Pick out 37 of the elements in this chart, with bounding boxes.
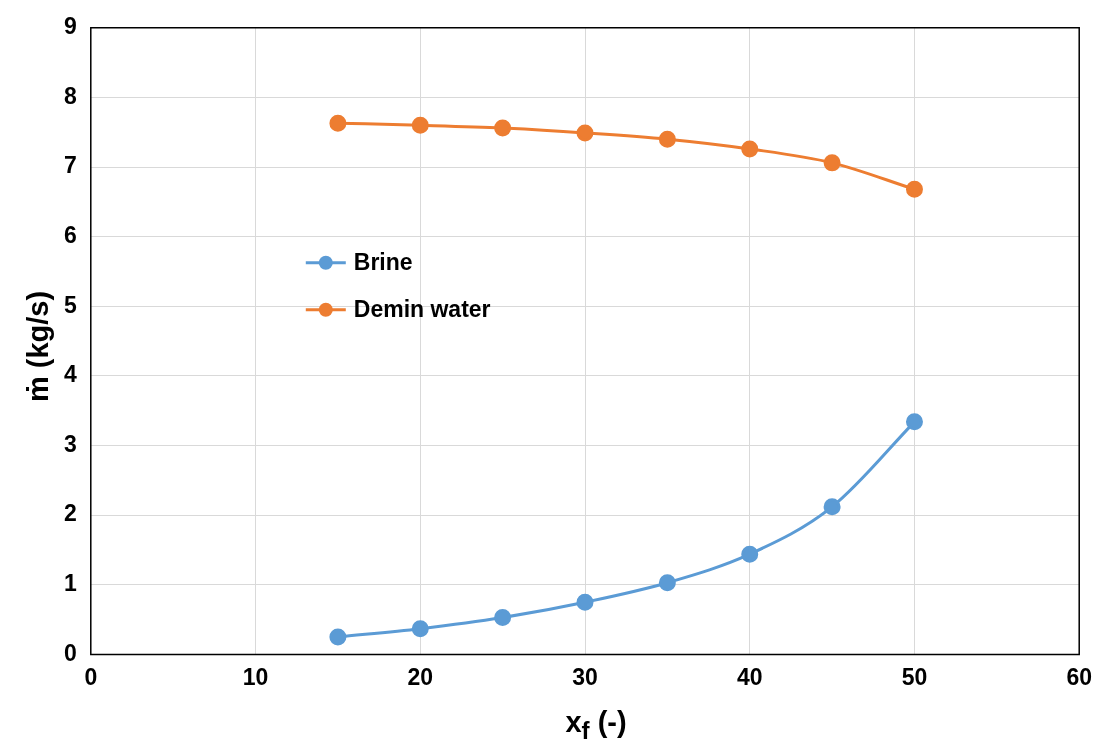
y-tick-label: 2 xyxy=(63,500,77,527)
point xyxy=(658,130,676,148)
point xyxy=(329,628,347,646)
point xyxy=(494,119,512,137)
x-tick-label: 60 xyxy=(1066,663,1093,690)
y-tick-label: 1 xyxy=(63,570,77,597)
y-tick-label: 8 xyxy=(63,82,77,109)
point xyxy=(411,620,429,638)
legend-label: Brine xyxy=(353,249,413,276)
y-tick-label: 6 xyxy=(63,222,77,249)
y-tick-label: 9 xyxy=(63,13,77,40)
x-tick-label: 10 xyxy=(242,663,269,690)
x-tick-label: 0 xyxy=(84,663,98,690)
legend-label: Demin water xyxy=(353,296,491,323)
point xyxy=(576,593,594,611)
y-tick-label: 3 xyxy=(63,430,77,457)
point xyxy=(905,413,923,431)
y-axis-title: ṁ (kg/s) xyxy=(21,289,55,405)
point xyxy=(329,114,347,132)
point xyxy=(411,116,429,134)
point xyxy=(741,545,759,563)
x-tick-label: 50 xyxy=(901,663,928,690)
point xyxy=(741,140,759,158)
x-tick-label: 40 xyxy=(736,663,763,690)
y-tick-label: 7 xyxy=(63,152,77,179)
y-tick-label: 4 xyxy=(63,361,77,388)
x-tick-label: 30 xyxy=(572,663,598,690)
point xyxy=(576,124,594,142)
y-tick-label: 5 xyxy=(63,291,77,318)
x-axis-title: x$_{f}$ (-) xyxy=(564,706,628,745)
point xyxy=(658,574,676,592)
point xyxy=(823,154,841,172)
x-tick-label: 20 xyxy=(407,663,434,690)
point xyxy=(905,180,923,198)
y-tick-label: 0 xyxy=(63,639,77,666)
point xyxy=(823,498,841,516)
point xyxy=(494,609,512,626)
